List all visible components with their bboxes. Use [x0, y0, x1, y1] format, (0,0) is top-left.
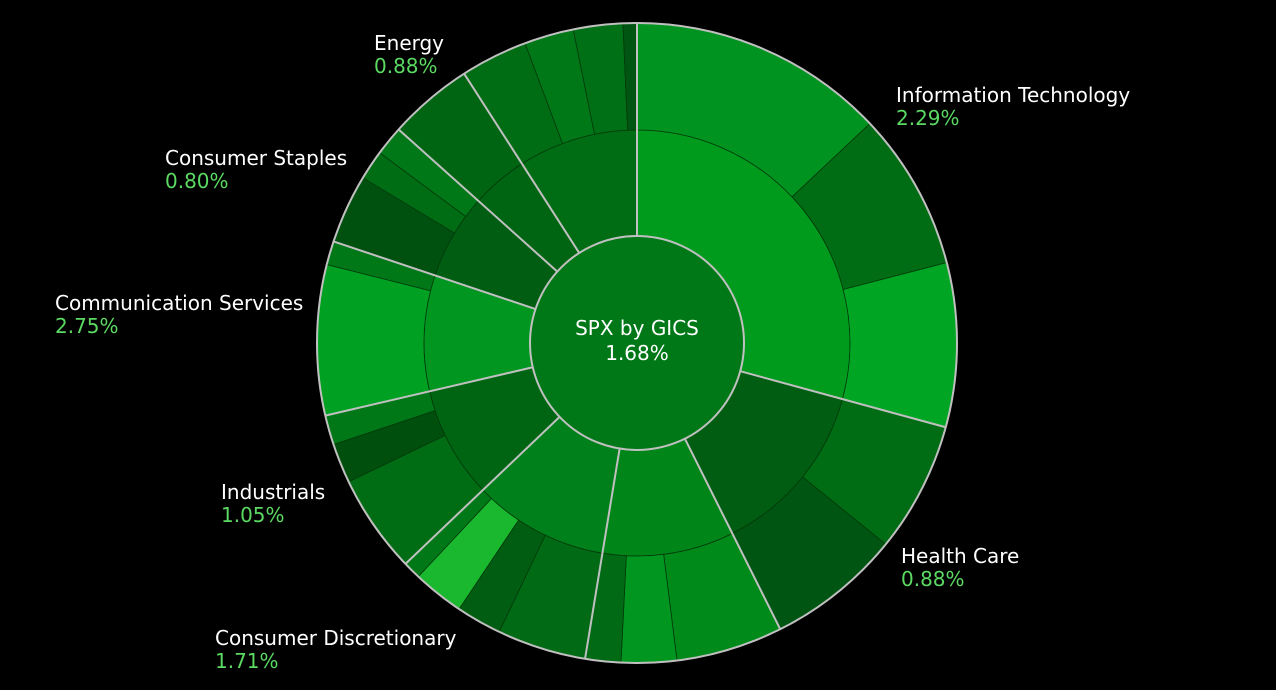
label-change: 0.80%	[165, 169, 229, 193]
label-energy: Energy 0.88%	[374, 32, 444, 78]
label-health-care: Health Care 0.88%	[901, 545, 1019, 591]
label-name: Health Care	[901, 544, 1020, 568]
industry-arc	[841, 262, 958, 428]
sector-divider	[404, 416, 561, 565]
label-consumer-discretionary: Consumer Discretionary 1.71%	[215, 627, 456, 673]
sector-divider	[739, 370, 946, 429]
label-change: 1.71%	[215, 649, 279, 673]
label-name: Energy	[374, 31, 445, 55]
center-label: SPX by GICS 1.68%	[537, 316, 737, 366]
label-change: 0.88%	[374, 54, 438, 78]
label-communication-services: Communication Services 2.75%	[55, 292, 303, 338]
label-consumer-staples: Consumer Staples 0.80%	[165, 147, 347, 193]
sector-divider	[683, 438, 782, 630]
outer-border	[316, 22, 958, 664]
center-title: SPX by GICS	[575, 316, 699, 340]
label-change: 2.29%	[896, 106, 960, 130]
label-information-technology: Information Technology 2.29%	[896, 84, 1130, 130]
label-industrials: Industrials 1.05%	[221, 481, 325, 527]
sector-divider	[397, 128, 558, 273]
sector-divider	[463, 73, 581, 254]
label-change: 1.05%	[221, 503, 285, 527]
label-name: Communication Services	[55, 291, 304, 315]
center-total-change: 1.68%	[605, 341, 669, 365]
label-name: Consumer Staples	[165, 146, 348, 170]
sector-divider	[584, 448, 621, 659]
industry-arc	[316, 264, 431, 417]
label-name: Information Technology	[896, 83, 1131, 107]
sector-divider	[325, 366, 534, 417]
sector-divider	[333, 240, 536, 310]
label-change: 0.88%	[901, 567, 965, 591]
label-change: 2.75%	[55, 314, 119, 338]
label-name: Industrials	[221, 480, 326, 504]
label-name: Consumer Discretionary	[215, 626, 457, 650]
